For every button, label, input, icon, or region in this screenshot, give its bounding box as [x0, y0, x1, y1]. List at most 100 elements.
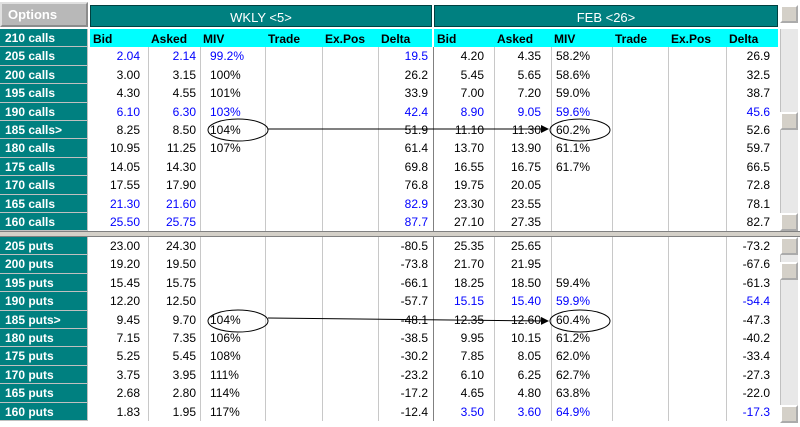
grid-line: [148, 237, 149, 421]
row-label[interactable]: 160 calls: [0, 213, 88, 232]
cell: 82.7: [746, 215, 770, 229]
cell: 6.10: [116, 104, 140, 119]
row-label[interactable]: 200 calls: [0, 65, 88, 85]
row-label[interactable]: 195 puts: [0, 273, 88, 293]
cell: 3.50: [460, 404, 484, 419]
column-header[interactable]: Ex.Pos: [671, 32, 712, 46]
scrollbar-puts[interactable]: [780, 237, 798, 423]
row-label[interactable]: 210 calls: [0, 29, 88, 48]
cell: 60.4%: [556, 312, 591, 327]
scroll-thumb[interactable]: [780, 112, 798, 130]
cell: 60.2%: [556, 123, 591, 137]
cell: 33.9: [404, 86, 428, 101]
column-header[interactable]: Bid: [437, 32, 457, 46]
row-label[interactable]: 175 puts: [0, 347, 88, 366]
cell: -61.3: [742, 275, 770, 290]
cell: -67.6: [742, 257, 770, 272]
cell: -17.3: [742, 404, 770, 419]
scrollbar-calls[interactable]: [780, 29, 798, 231]
row-label[interactable]: 160 puts: [0, 402, 88, 421]
cell: 6.10: [460, 367, 484, 382]
cell: 61.1%: [556, 141, 591, 156]
cell: 9.95: [460, 331, 484, 345]
column-header[interactable]: Asked: [497, 32, 534, 46]
cell: 59.4%: [556, 275, 591, 290]
cell: 12.50: [165, 294, 196, 309]
column-header[interactable]: Trade: [615, 32, 648, 46]
column-header[interactable]: MIV: [554, 32, 576, 46]
cell: 51.9: [404, 123, 428, 137]
scroll-up[interactable]: [780, 5, 798, 23]
cell: -33.4: [742, 349, 770, 364]
grid-line: [668, 237, 669, 421]
cell: 66.5: [746, 159, 770, 174]
cell: 5.45: [460, 67, 484, 82]
scroll-down[interactable]: [780, 405, 798, 423]
column-header[interactable]: Ex.Pos: [325, 32, 366, 46]
cell: 8.50: [172, 123, 196, 137]
cell: -23.2: [400, 367, 428, 382]
cell: 58.2%: [556, 49, 591, 64]
scroll-up[interactable]: [780, 237, 798, 255]
cell: 13.70: [453, 141, 484, 156]
column-header[interactable]: Asked: [151, 32, 188, 46]
scroll-down[interactable]: [780, 213, 798, 231]
cell: -48.1: [400, 312, 428, 327]
row-label[interactable]: 185 puts>: [0, 310, 88, 329]
column-header[interactable]: Trade: [268, 32, 301, 46]
row-label[interactable]: 180 calls: [0, 139, 88, 158]
row-label[interactable]: 165 puts: [0, 384, 88, 403]
pane-divider: [0, 231, 800, 237]
cell: 15.75: [165, 275, 196, 290]
corner-header[interactable]: Options: [0, 2, 88, 27]
row-label[interactable]: 205 puts: [0, 237, 88, 256]
cell: 3.95: [172, 367, 196, 382]
cell: 3.15: [172, 67, 196, 82]
row-label[interactable]: 175 calls: [0, 157, 88, 177]
cell: 103%: [210, 104, 241, 119]
cell: 23.00: [109, 239, 140, 253]
cell: -80.5: [400, 239, 428, 253]
cell: 17.90: [165, 178, 196, 193]
grid-line: [612, 237, 613, 421]
cell: 15.45: [109, 275, 140, 290]
row-label[interactable]: 180 puts: [0, 329, 88, 348]
grid-line: [612, 47, 613, 232]
row-label[interactable]: 195 calls: [0, 84, 88, 103]
cell: 61.7%: [556, 159, 591, 174]
row-label[interactable]: 190 calls: [0, 102, 88, 121]
row-label[interactable]: 185 calls>: [0, 121, 88, 140]
cell: 108%: [210, 349, 241, 364]
cell: 2.04: [116, 49, 140, 64]
cell: 3.75: [116, 367, 140, 382]
cell: 23.55: [510, 196, 541, 211]
column-header[interactable]: Delta: [381, 32, 411, 46]
cell: 14.05: [109, 159, 140, 174]
cell: 5.65: [517, 67, 541, 82]
column-header[interactable]: Bid: [93, 32, 113, 46]
cell: 72.8: [746, 178, 770, 193]
row-label[interactable]: 205 calls: [0, 47, 88, 66]
cell: 9.70: [172, 312, 196, 327]
column-header[interactable]: MIV: [203, 32, 225, 46]
cell: 5.45: [172, 349, 196, 364]
scroll-thumb[interactable]: [780, 262, 798, 280]
group-header[interactable]: WKLY <5>: [90, 5, 432, 27]
cell: 19.20: [109, 257, 140, 272]
cell: 3.00: [116, 67, 140, 82]
row-label[interactable]: 165 calls: [0, 194, 88, 213]
group-header[interactable]: FEB <26>: [434, 5, 778, 27]
row-label[interactable]: 170 calls: [0, 176, 88, 195]
cell: 26.2: [404, 67, 428, 82]
row-label[interactable]: 200 puts: [0, 255, 88, 274]
cell: 117%: [210, 404, 240, 419]
cell: 13.90: [510, 141, 541, 156]
cell: 10.95: [109, 141, 140, 156]
row-label[interactable]: 190 puts: [0, 292, 88, 311]
row-label[interactable]: 170 puts: [0, 365, 88, 385]
cell: 62.7%: [556, 367, 591, 382]
cell: 2.68: [116, 386, 140, 401]
column-header[interactable]: Delta: [729, 32, 759, 46]
cell: 24.30: [165, 239, 196, 253]
cell: 7.00: [460, 86, 484, 101]
